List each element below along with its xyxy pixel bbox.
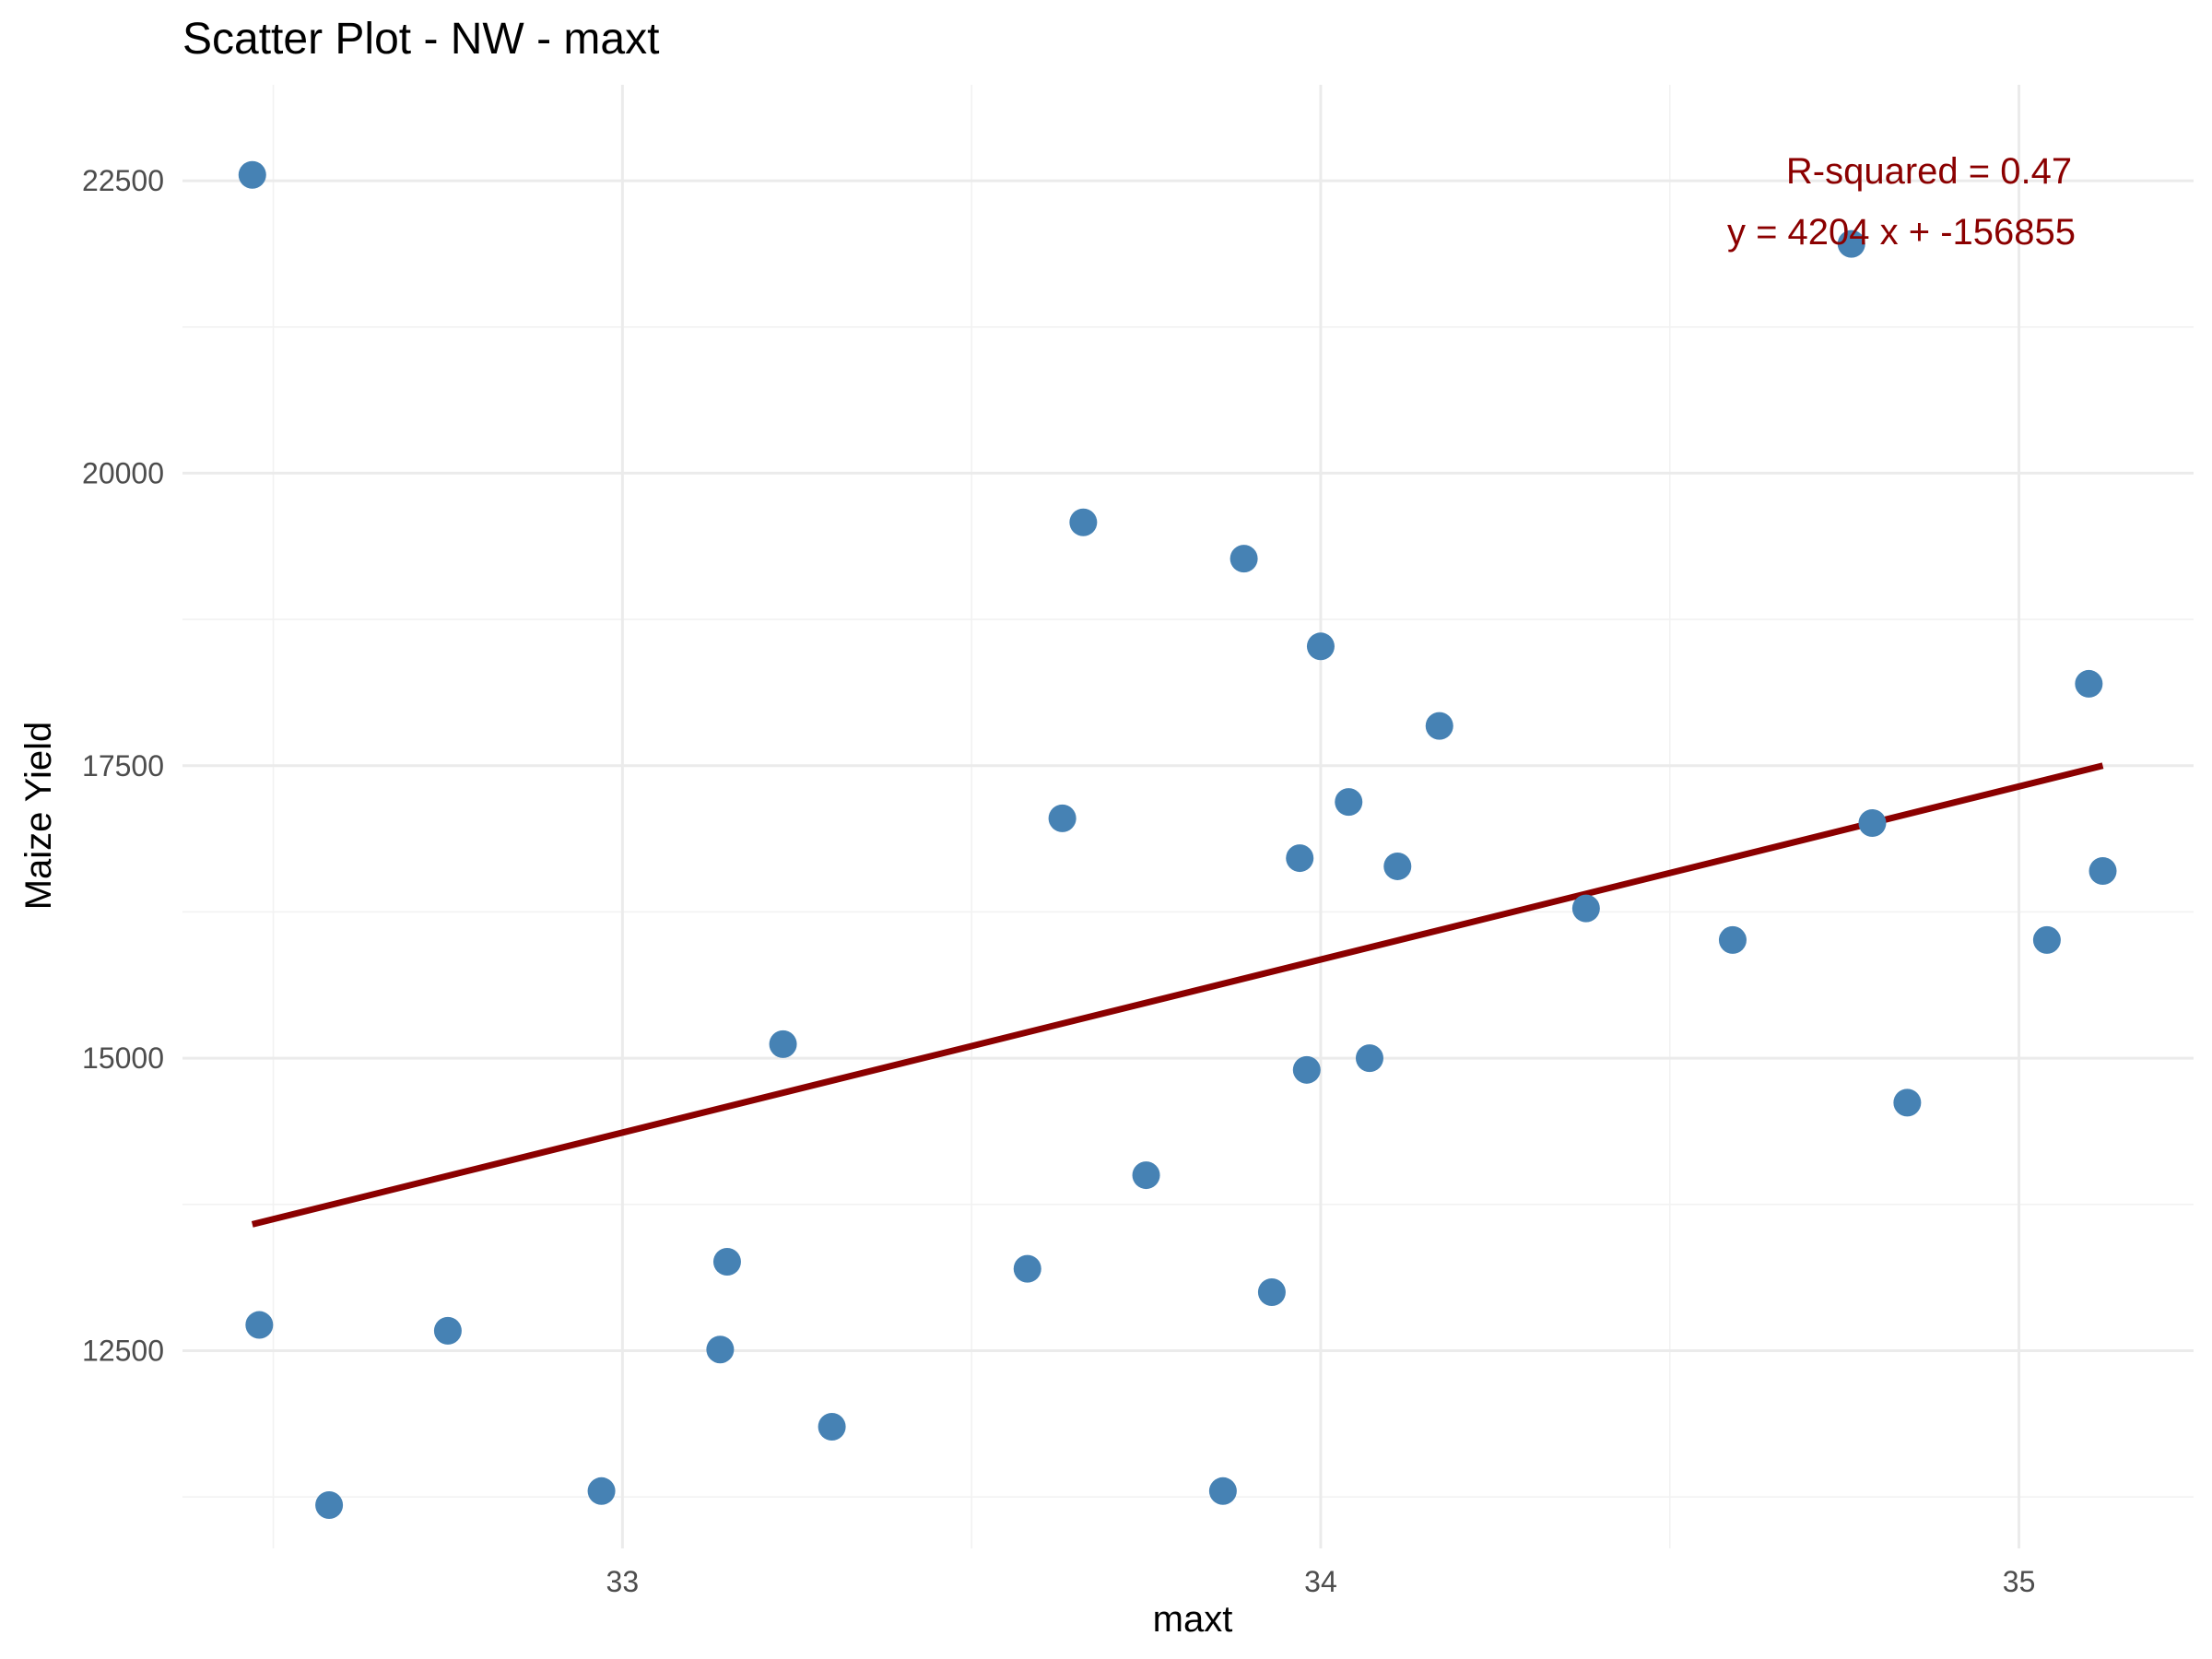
regression-line [251,762,2104,1228]
data-point [2088,857,2117,886]
data-point [712,1248,741,1277]
regression-layer [251,762,2104,1228]
data-point [1048,804,1077,832]
data-point [1858,808,1887,837]
major-gridlines [182,85,2194,1548]
x-tick-label: 34 [1304,1565,1337,1598]
y-tick-label: 12500 [82,1334,164,1367]
data-point [1069,508,1098,536]
data-point [1355,1044,1383,1073]
data-point [1425,712,1453,740]
data-point [1013,1254,1041,1283]
r-squared-annotation: R-squared = 0.47 [1786,151,2072,192]
x-tick-label: 35 [2003,1565,2036,1598]
data-point [2032,925,2061,954]
data-point [1230,545,1258,573]
y-tick-label: 15000 [82,1041,164,1075]
x-tick-label: 33 [606,1565,640,1598]
tick-labels: 33 34 35 12500 15000 17500 20000 22500 [82,164,2035,1598]
y-tick-label: 20000 [82,456,164,489]
data-point [1306,632,1335,661]
data-point [1837,229,1865,258]
chart-title: Scatter Plot - NW - maxt [182,15,659,64]
data-point [2075,669,2103,698]
data-point [238,160,266,189]
data-point [1383,852,1412,880]
data-point [1132,1161,1160,1190]
data-point [245,1311,274,1339]
x-axis-title: maxt [1153,1599,1233,1640]
data-point [433,1316,462,1345]
data-point [1571,894,1600,923]
data-point [1286,844,1314,873]
equation-annotation: y = 4204 x + -156855 [1727,212,2076,253]
minor-gridlines [182,85,2194,1548]
data-point [818,1412,846,1441]
data-point [769,1030,797,1058]
y-tick-label: 22500 [82,164,164,197]
data-point [1718,925,1747,954]
data-points [238,160,2117,1520]
y-axis-title: Maize Yield [18,722,59,911]
data-point [587,1477,616,1505]
data-point [1257,1278,1286,1307]
data-point [1208,1477,1237,1505]
data-point [1335,788,1363,817]
data-point [315,1491,344,1520]
data-point [1292,1055,1321,1084]
data-point [1893,1088,1922,1117]
y-tick-label: 17500 [82,749,164,782]
data-point [706,1335,735,1364]
